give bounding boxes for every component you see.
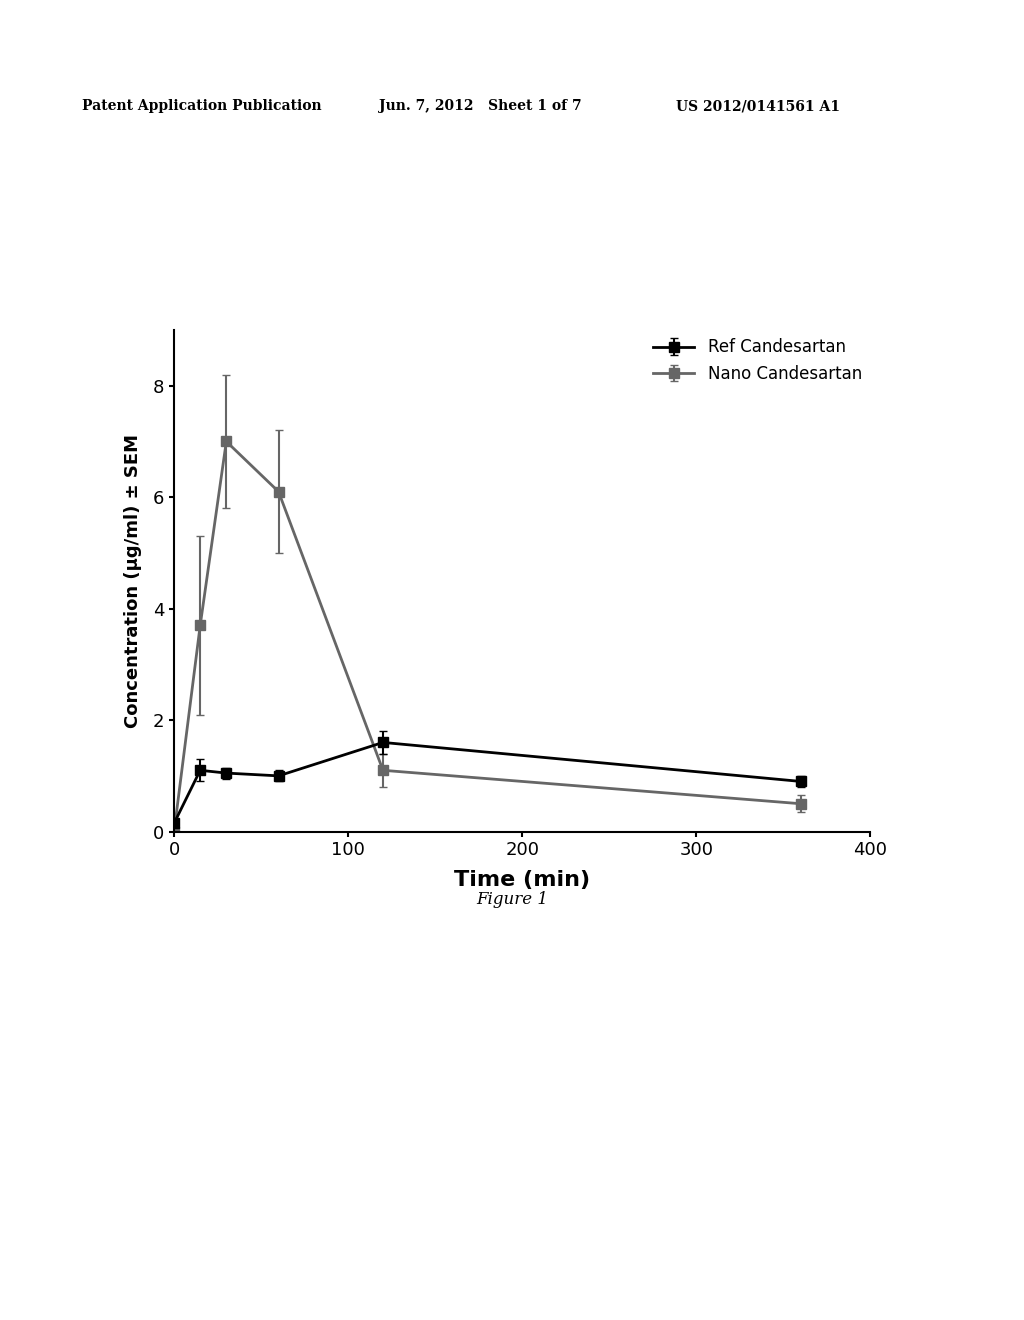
Legend: Ref Candesartan, Nano Candesartan: Ref Candesartan, Nano Candesartan — [653, 338, 862, 383]
X-axis label: Time (min): Time (min) — [455, 870, 590, 891]
Text: Jun. 7, 2012   Sheet 1 of 7: Jun. 7, 2012 Sheet 1 of 7 — [379, 99, 582, 114]
Y-axis label: Concentration (μg/ml) ± SEM: Concentration (μg/ml) ± SEM — [124, 434, 141, 727]
Text: Figure 1: Figure 1 — [476, 891, 548, 908]
Text: US 2012/0141561 A1: US 2012/0141561 A1 — [676, 99, 840, 114]
Text: Patent Application Publication: Patent Application Publication — [82, 99, 322, 114]
